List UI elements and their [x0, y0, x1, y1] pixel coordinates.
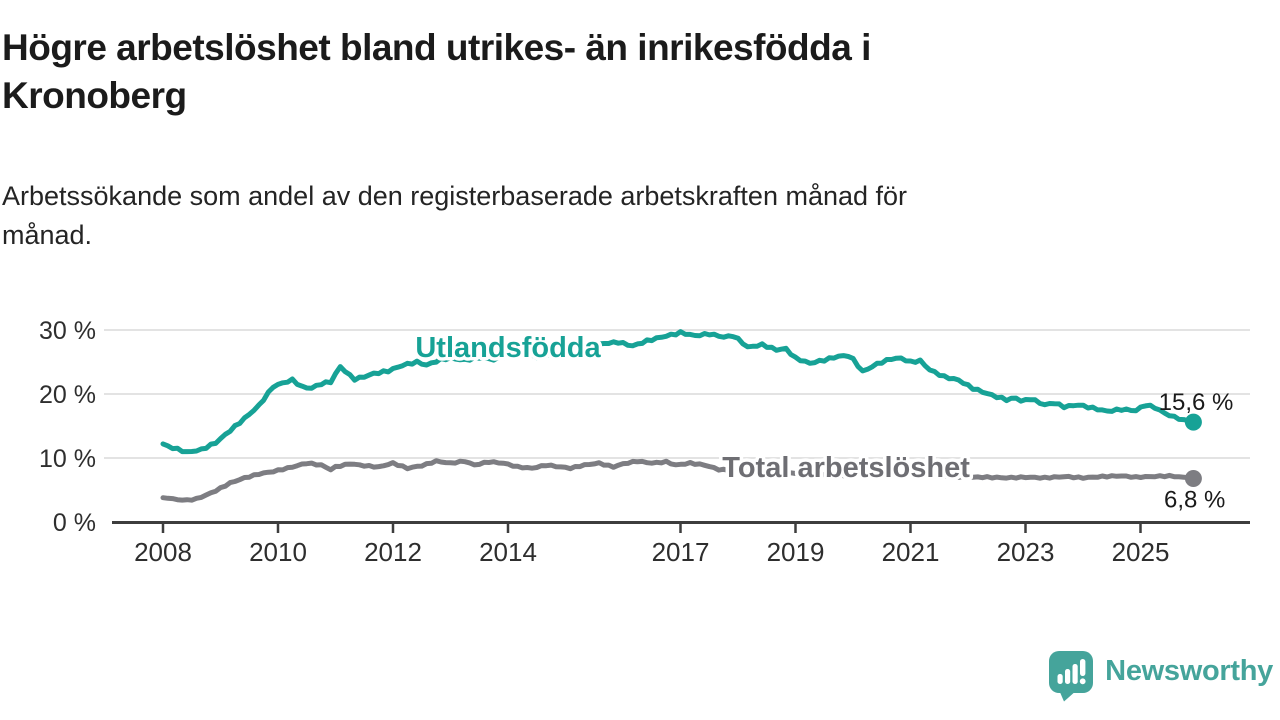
x-axis-label: 2017 [652, 537, 710, 567]
page-title-line-2: Kronoberg [2, 75, 187, 116]
series-end-value-utlandsf-dda: 15,6 % [1159, 389, 1234, 416]
series-end-dot-utlandsf-dda [1184, 413, 1202, 431]
series-line-total-arbetsl-shet [160, 458, 1196, 503]
y-axis-label: 0 % [53, 509, 96, 537]
y-axis-label: 30 % [39, 317, 96, 345]
newsworthy-logo-icon [1049, 651, 1094, 702]
series-end-dot-total-arbetsl-shet [1184, 469, 1202, 487]
series-label-utlandsf-dda: Utlandsfödda [415, 332, 601, 364]
chart-subtitle-line-1: Arbetssökande som andel av den registerb… [2, 181, 908, 211]
x-axis-label: 2019 [767, 537, 825, 567]
x-axis-label: 2023 [997, 537, 1055, 567]
x-axis-label: 2010 [249, 537, 307, 567]
x-axis-label: 2025 [1112, 537, 1170, 567]
series-line-utlandsf-dda [160, 329, 1196, 455]
x-axis-label: 2014 [479, 537, 537, 567]
newsworthy-logo-text: Newsworthy [1105, 655, 1273, 687]
series-end-value-total-arbetsl-shet: 6,8 % [1164, 486, 1225, 513]
y-axis-label: 10 % [39, 445, 96, 473]
x-axis-label: 2012 [364, 537, 422, 567]
chart-subtitle: Arbetssökande som andel av den registerb… [2, 177, 1202, 255]
x-axis-label: 2021 [882, 537, 940, 567]
chart-subtitle-line-2: månad. [2, 220, 93, 250]
x-axis-label: 2008 [134, 537, 192, 567]
y-axis-label: 20 % [39, 381, 96, 409]
series-label-total-arbetsl-shet: Total arbetslöshet [722, 452, 970, 484]
page-title-line-1: Högre arbetslöshet bland utrikes- än inr… [2, 27, 871, 68]
page-title: Högre arbetslöshet bland utrikes- än inr… [2, 24, 1242, 120]
newsworthy-logo: Newsworthy [1048, 650, 1273, 702]
